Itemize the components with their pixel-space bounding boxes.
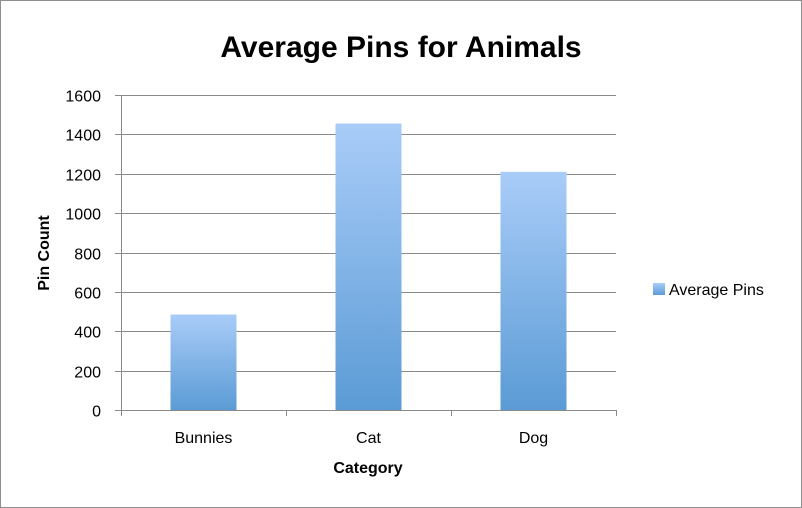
- y-axis-title: Pin Count: [36, 215, 53, 291]
- x-tick-labels: Bunnies Cat Dog: [175, 430, 549, 447]
- y-tick-label: 800: [74, 247, 101, 264]
- x-axis-title: Category: [333, 460, 402, 477]
- legend-label: Average Pins: [669, 282, 764, 299]
- y-tick-label: 200: [74, 365, 101, 382]
- y-tick-label: 600: [74, 286, 101, 303]
- y-tick-label: 400: [74, 325, 101, 342]
- y-tick-label: 1200: [65, 168, 101, 185]
- legend: Average Pins: [653, 282, 764, 299]
- x-tick-label: Cat: [356, 430, 381, 447]
- y-tick-label: 1600: [65, 89, 101, 106]
- chart-title: Average Pins for Animals: [220, 31, 581, 64]
- y-tick-label: 1400: [65, 128, 101, 145]
- y-tick-label: 0: [92, 404, 101, 421]
- bar-bunnies: [170, 314, 237, 410]
- legend-swatch: [653, 283, 665, 295]
- y-tick-label: 1000: [65, 207, 101, 224]
- bars: [170, 123, 567, 410]
- bar-cat: [335, 123, 402, 410]
- x-tick-label: Dog: [519, 430, 548, 447]
- y-tick-labels: 0 200 400 600 800 1000 1200 1400 1600: [65, 89, 101, 421]
- bar-dog: [500, 171, 567, 410]
- x-tick-label: Bunnies: [175, 430, 233, 447]
